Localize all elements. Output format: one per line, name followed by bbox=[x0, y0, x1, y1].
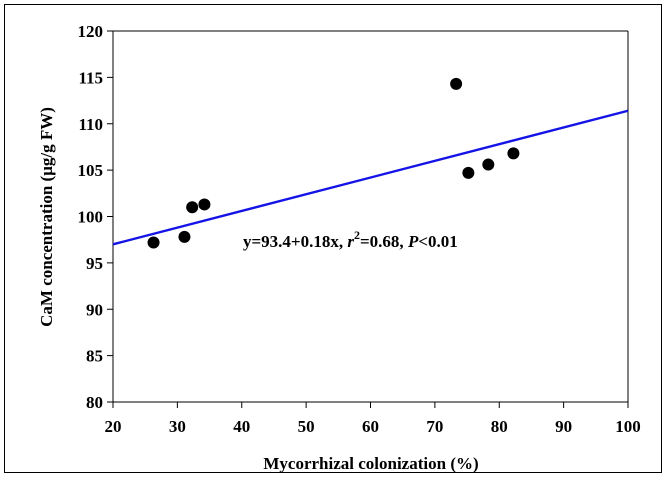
x-tick-label: 100 bbox=[615, 417, 641, 436]
data-point bbox=[482, 158, 495, 171]
figure-frame bbox=[4, 4, 662, 473]
x-tick-label: 60 bbox=[362, 417, 379, 436]
annotation-r: r bbox=[347, 232, 354, 251]
y-tick-label: 95 bbox=[86, 254, 103, 273]
y-tick-label: 120 bbox=[78, 22, 104, 41]
x-axis-title: Mycorrhizal colonization (%) bbox=[263, 454, 478, 473]
x-tick-label: 90 bbox=[555, 417, 572, 436]
y-tick-label: 90 bbox=[86, 300, 103, 319]
y-tick-label: 115 bbox=[78, 68, 103, 87]
annotation-r2-value: =0.68, bbox=[360, 232, 408, 251]
y-tick-label: 85 bbox=[86, 347, 103, 366]
plot-area bbox=[112, 30, 629, 403]
data-point bbox=[198, 198, 211, 211]
annotation-equation: y=93.4+0.18x, bbox=[243, 232, 347, 251]
data-point bbox=[147, 236, 160, 249]
x-tick-label: 40 bbox=[233, 417, 250, 436]
data-point bbox=[450, 77, 463, 90]
y-tick-label: 80 bbox=[86, 393, 103, 412]
y-tick-label: 110 bbox=[78, 115, 103, 134]
x-tick-label: 30 bbox=[169, 417, 186, 436]
data-point bbox=[462, 166, 475, 179]
y-axis-title: CaM concentration (μg/g FW) bbox=[37, 107, 56, 327]
data-point bbox=[178, 230, 191, 243]
x-tick-label: 80 bbox=[491, 417, 508, 436]
annotation-p-value: <0.01 bbox=[418, 232, 457, 251]
x-tick-label: 50 bbox=[298, 417, 315, 436]
y-ticks: 80 85 90 95 100 105 110 115 120 bbox=[78, 22, 113, 412]
x-tick-label: 20 bbox=[105, 417, 122, 436]
data-points bbox=[147, 77, 520, 249]
annotation-p: P bbox=[407, 232, 419, 251]
x-ticks: 20 30 40 50 60 70 80 90 100 bbox=[105, 402, 641, 436]
annotation-r-superscript: 2 bbox=[354, 228, 360, 242]
regression-annotation: y=93.4+0.18x, r2=0.68, P<0.01 bbox=[243, 228, 458, 251]
y-tick-label: 105 bbox=[78, 161, 104, 180]
y-tick-label: 100 bbox=[78, 208, 104, 227]
x-tick-label: 70 bbox=[426, 417, 443, 436]
regression-line bbox=[112, 109, 629, 246]
data-point bbox=[507, 147, 520, 160]
data-point bbox=[186, 201, 199, 214]
